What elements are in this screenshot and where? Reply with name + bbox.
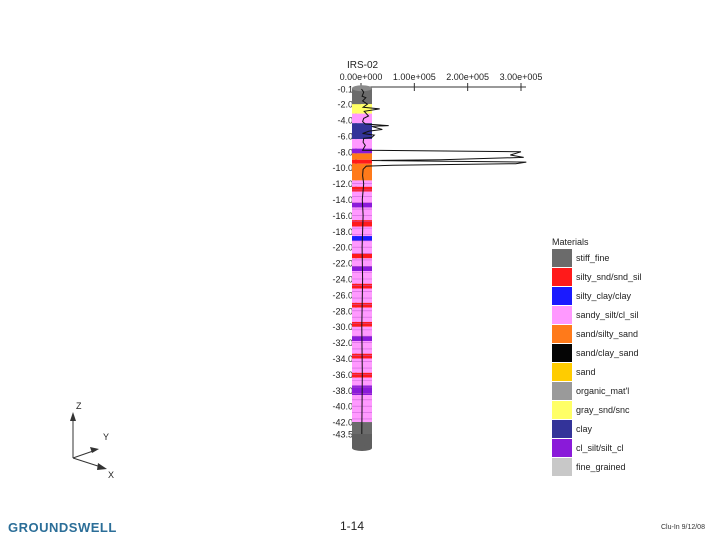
- legend-item: organic_mat'l: [552, 381, 682, 400]
- core-layer: [352, 191, 372, 203]
- axes-triad: Z Y X: [70, 401, 114, 480]
- legend-swatch: [552, 267, 572, 286]
- triad-y-arrow: [90, 447, 99, 453]
- depth-tick-label: -30.0: [332, 322, 353, 332]
- legend-label: organic_mat'l: [576, 385, 630, 396]
- legend-swatch: [552, 381, 572, 400]
- legend-swatch: [552, 400, 572, 419]
- x-axis: 0.00e+000 1.00e+005 2.00e+005 3.00e+005: [340, 72, 543, 91]
- core-layer: [352, 113, 372, 124]
- legend-item: sandy_silt/cl_sil: [552, 305, 682, 324]
- core-layer: [352, 123, 372, 140]
- depth-tick-label: -0.1: [337, 85, 353, 95]
- x-tick-label: 3.00e+005: [500, 72, 543, 82]
- legend-item: sand/clay_sand: [552, 343, 682, 362]
- depth-tick-label: -43.5: [332, 430, 353, 440]
- depth-tick-label: -32.0: [332, 338, 353, 348]
- legend-item: cl_silt/silt_cl: [552, 438, 682, 457]
- page-number: 1-14: [340, 519, 365, 533]
- legend-swatch: [552, 419, 572, 438]
- depth-tick-label: -20.0: [332, 243, 353, 253]
- core-layer: [352, 139, 372, 149]
- legend-label: stiff_fine: [576, 252, 610, 263]
- depth-tick-label: -42.0: [332, 418, 353, 428]
- legend-label: silty_clay/clay: [576, 290, 632, 301]
- legend-item: clay: [552, 419, 682, 438]
- legend-swatch: [552, 286, 572, 305]
- x-tick-label: 2.00e+005: [446, 72, 489, 82]
- depth-tick-label: -26.0: [332, 290, 353, 300]
- depth-tick-label: -36.0: [332, 370, 353, 380]
- legend-item: silty_snd/snd_sil: [552, 267, 682, 286]
- legend-label: silty_snd/snd_sil: [576, 271, 642, 282]
- depth-tick-label: -12.0: [332, 179, 353, 189]
- core-layer: [352, 159, 372, 164]
- legend-item: silty_clay/clay: [552, 286, 682, 305]
- depth-tick-label: -8.0: [337, 147, 353, 157]
- core-layer: [352, 163, 372, 181]
- legend-item: fine_grained: [552, 457, 682, 476]
- legend-item: gray_snd/snc: [552, 400, 682, 419]
- core-layer: [352, 271, 372, 284]
- legend-label: gray_snd/snc: [576, 404, 630, 415]
- depth-tick-label: -38.0: [332, 386, 353, 396]
- legend-label: cl_silt/silt_cl: [576, 442, 624, 453]
- core-bottom-cap: [352, 445, 372, 451]
- core-layer: [352, 220, 372, 227]
- legend-items: stiff_fine silty_snd/snd_sil silty_clay/cl…: [552, 248, 682, 476]
- legend-label: sand: [576, 366, 596, 377]
- core-layer: [352, 104, 372, 114]
- depth-tick-label: -10.0: [332, 163, 353, 173]
- triad-x-arrow: [97, 463, 107, 470]
- legend-title: Materials: [552, 237, 589, 247]
- chart-title: IRS-02: [347, 60, 379, 71]
- core-layer: [352, 186, 372, 192]
- x-tick-label: 0.00e+000: [340, 72, 383, 82]
- core-top-cap: [352, 85, 372, 92]
- triad-y-label: Y: [103, 432, 109, 442]
- core-layer: [352, 153, 372, 160]
- core-layer: [352, 148, 372, 154]
- legend-item: sand: [552, 362, 682, 381]
- triad-x-label: X: [108, 470, 114, 480]
- depth-tick-label: -24.0: [332, 274, 353, 284]
- legend-item: stiff_fine: [552, 248, 682, 267]
- depth-tick-label: -6.0: [337, 131, 353, 141]
- core-base: [352, 434, 372, 448]
- triad-z-label: Z: [76, 401, 82, 411]
- legend-label: sandy_silt/cl_sil: [576, 309, 639, 320]
- legend-label: fine_grained: [576, 461, 626, 472]
- depth-tick-label: -18.0: [332, 227, 353, 237]
- legend-swatch: [552, 362, 572, 381]
- brand-logo-text: GROUNDSWELL: [8, 520, 117, 535]
- series-line: [361, 88, 527, 435]
- depth-tick-label: -4.0: [337, 116, 353, 126]
- legend-item: sand/silty_sand: [552, 324, 682, 343]
- credit-text: Clu-In 9/12/08: [661, 524, 705, 531]
- core-layer: [352, 226, 372, 237]
- depth-tick-label: -40.0: [332, 402, 353, 412]
- depth-tick-label: -14.0: [332, 195, 353, 205]
- depth-tick-label: -28.0: [332, 306, 353, 316]
- series-log: [361, 88, 527, 435]
- legend-swatch: [552, 248, 572, 267]
- legend-swatch: [552, 324, 572, 343]
- x-tick-label: 1.00e+005: [393, 72, 436, 82]
- legend-label: clay: [576, 423, 593, 434]
- legend-swatch: [552, 305, 572, 324]
- depth-tick-label: -16.0: [332, 211, 353, 221]
- legend-swatch: [552, 438, 572, 457]
- depth-tick-label: -34.0: [332, 354, 353, 364]
- triad-z-arrow: [70, 412, 76, 421]
- legend-label: sand/silty_sand: [576, 328, 639, 339]
- depth-tick-label: -2.0: [337, 100, 353, 110]
- legend-swatch: [552, 343, 572, 362]
- core-layer: [352, 202, 372, 208]
- legend-label: sand/clay_sand: [576, 347, 639, 358]
- legend-swatch: [552, 457, 572, 476]
- depth-tick-label: -22.0: [332, 259, 353, 269]
- core-layer: [352, 207, 372, 221]
